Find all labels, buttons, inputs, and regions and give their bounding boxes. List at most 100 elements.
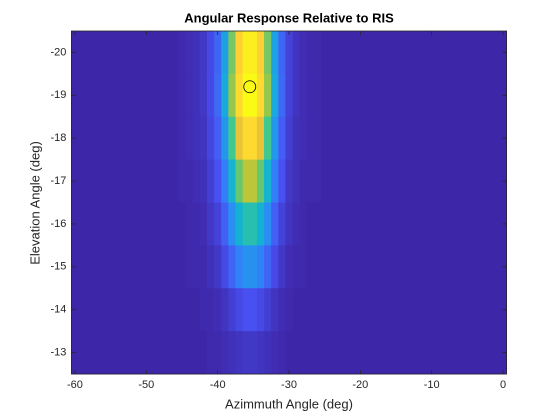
heatmap-cell — [85, 159, 94, 203]
heatmap-cell — [420, 116, 429, 161]
heatmap-cell — [342, 202, 351, 246]
heatmap-cell — [406, 31, 415, 75]
heatmap-cell — [157, 331, 165, 375]
heatmap-cell — [199, 202, 208, 246]
chart-title: Angular Response Relative to RIS — [184, 10, 394, 25]
heatmap-cell — [449, 288, 458, 332]
heatmap-cell — [192, 288, 201, 332]
heatmap-cell — [99, 31, 108, 75]
heatmap-cell — [478, 245, 486, 289]
heatmap-cell — [271, 245, 279, 289]
heatmap-cell — [420, 202, 429, 246]
heatmap-cell — [78, 159, 87, 203]
y-tick-label: -19 — [50, 89, 66, 101]
heatmap-cell — [378, 245, 386, 289]
heatmap-cell — [92, 288, 101, 332]
heatmap-cell — [371, 288, 379, 332]
heatmap-cell — [235, 116, 244, 161]
heatmap-cell — [221, 159, 229, 203]
heatmap-cell — [206, 73, 215, 118]
heatmap-cell — [249, 202, 258, 246]
heatmap-cell — [114, 159, 122, 203]
heatmap-cell — [335, 31, 343, 75]
heatmap-cell — [292, 288, 301, 332]
heatmap-cell — [242, 73, 251, 118]
heatmap-cell — [321, 31, 329, 75]
heatmap-cell — [492, 73, 500, 118]
heatmap-cell — [392, 245, 400, 289]
heatmap-cell — [428, 31, 436, 75]
heatmap-cell — [271, 331, 279, 375]
heatmap-cell — [428, 202, 436, 246]
heatmap-cell — [178, 159, 186, 203]
heatmap-cells — [71, 31, 507, 375]
heatmap-cell — [206, 245, 215, 289]
heatmap-cell — [313, 288, 322, 332]
heatmap-cell — [99, 331, 108, 375]
heatmap-cell — [228, 331, 236, 375]
heatmap-cell — [406, 159, 415, 203]
heatmap-cell — [192, 31, 201, 75]
heatmap-cell — [242, 288, 251, 332]
heatmap-cell — [442, 245, 450, 289]
heatmap-cell — [121, 31, 129, 75]
heatmap-cell — [485, 288, 493, 332]
heatmap-cell — [99, 202, 108, 246]
heatmap-cell — [142, 331, 151, 375]
heatmap-cell — [135, 31, 144, 75]
heatmap-cell — [85, 73, 94, 118]
heatmap-cell — [392, 73, 400, 118]
heatmap-cell — [420, 245, 429, 289]
heatmap-cell — [371, 31, 379, 75]
heatmap-cell — [363, 331, 372, 375]
heatmap-cell — [371, 159, 379, 203]
heatmap-cell — [192, 331, 201, 375]
heatmap-cell — [292, 31, 301, 75]
heatmap-cell — [157, 73, 165, 118]
heatmap-cell — [78, 331, 87, 375]
heatmap-cell — [78, 202, 87, 246]
heatmap-cell — [420, 331, 429, 375]
heatmap-cell — [271, 31, 279, 75]
heatmap-cell — [171, 116, 179, 161]
heatmap-cell — [435, 116, 443, 161]
heatmap-cell — [135, 159, 144, 203]
heatmap-cell — [249, 73, 258, 118]
heatmap-cell — [121, 202, 129, 246]
heatmap-cell — [492, 245, 500, 289]
heatmap-cell — [456, 116, 465, 161]
x-tick-label: -10 — [424, 379, 440, 391]
heatmap-cell — [164, 331, 172, 375]
heatmap-cell — [492, 31, 500, 75]
heatmap-cell — [171, 288, 179, 332]
heatmap-cell — [299, 159, 308, 203]
heatmap-cell — [185, 288, 194, 332]
heatmap-cell — [121, 159, 129, 203]
heatmap-cell — [463, 245, 472, 289]
heatmap-cell — [114, 245, 122, 289]
heatmap-cell — [435, 73, 443, 118]
heatmap-cell — [192, 245, 201, 289]
heatmap-cell — [78, 73, 87, 118]
heatmap-cell — [285, 331, 293, 375]
heatmap-cell — [85, 202, 94, 246]
y-tick-label: -15 — [50, 261, 66, 273]
heatmap-cell — [463, 116, 472, 161]
heatmap-cell — [249, 331, 258, 375]
heatmap-cell — [328, 73, 336, 118]
heatmap-cell — [321, 159, 329, 203]
heatmap-cell — [171, 202, 179, 246]
heatmap-cell — [171, 73, 179, 118]
heatmap-cell — [206, 331, 215, 375]
heatmap-cell — [121, 288, 129, 332]
heatmap-cell — [107, 331, 115, 375]
heatmap-cell — [142, 116, 151, 161]
heatmap-cell — [292, 331, 301, 375]
heatmap-cell — [342, 245, 351, 289]
heatmap-cell — [242, 331, 251, 375]
heatmap-cell — [478, 159, 486, 203]
heatmap-cell — [478, 288, 486, 332]
heatmap-cell — [349, 159, 358, 203]
heatmap-cell — [449, 202, 458, 246]
heatmap-cell — [428, 245, 436, 289]
